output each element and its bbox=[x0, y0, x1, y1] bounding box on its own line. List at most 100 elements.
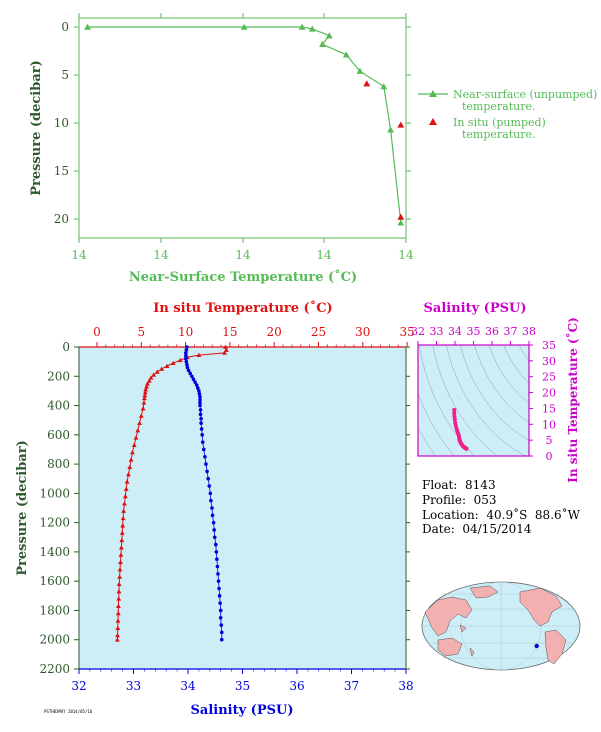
salinity-point bbox=[218, 601, 222, 605]
salinity-point bbox=[217, 594, 222, 598]
temperature-point bbox=[116, 581, 122, 587]
ts-temperature-tick-label: 15 bbox=[542, 402, 556, 415]
salinity-point bbox=[213, 542, 218, 547]
ts-point bbox=[464, 446, 469, 451]
temperature-point bbox=[115, 632, 120, 638]
profile-chart: 0 5 10 15 20 25 30 35 32 33 34 35 36 37 38 0 200 400 600 80… bbox=[15, 300, 415, 718]
temperature-point bbox=[196, 352, 202, 357]
map-land bbox=[424, 585, 567, 665]
main-axes: 0 5 10 15 20 25 30 35 32 33 34 35 36 37 38 0 200 400 600 80… bbox=[39, 325, 414, 693]
salinity-point bbox=[198, 394, 202, 399]
salinity-point bbox=[207, 484, 212, 488]
temperature-tick-label: 35 bbox=[399, 325, 414, 339]
ts-salinity-tick-label: 36 bbox=[485, 325, 499, 338]
salinity-point bbox=[186, 368, 191, 373]
top-x-tick-label: 14 bbox=[71, 248, 87, 262]
top-x-axis-label: Near-Surface Temperature (˚C) bbox=[129, 269, 357, 285]
salinity-point bbox=[216, 572, 220, 576]
pressure-tick-label: 800 bbox=[47, 457, 70, 471]
salinity-point bbox=[217, 586, 221, 591]
near-surface-temperature-point bbox=[84, 23, 91, 30]
temperature-point bbox=[140, 406, 146, 411]
top-axes: 14 14 14 14 14 0 5 10 15 20 bbox=[54, 13, 414, 262]
salinity-tick-label: 32 bbox=[71, 679, 86, 693]
ts-temperature-tick-label: 30 bbox=[542, 355, 556, 368]
salinity-point bbox=[214, 550, 219, 554]
top-y-tick-label: 5 bbox=[61, 68, 69, 82]
temperature-point bbox=[142, 392, 148, 398]
land-arctic bbox=[469, 585, 499, 599]
salinity-point bbox=[205, 469, 209, 474]
salinity-point bbox=[218, 608, 223, 613]
legend-marker-in-situ bbox=[429, 118, 437, 125]
bottom-salinity-axis-label: Salinity (PSU) bbox=[191, 703, 294, 718]
density-contour bbox=[488, 345, 529, 404]
top-x-tick-label: 14 bbox=[398, 248, 414, 262]
land-new-zealand bbox=[469, 647, 475, 657]
temperature-point bbox=[137, 420, 142, 426]
near-surface-temperature-point bbox=[387, 126, 394, 133]
salinity-point bbox=[184, 348, 189, 352]
salinity-tick-label: 38 bbox=[398, 679, 413, 693]
temperature-point bbox=[116, 596, 122, 601]
temperature-point bbox=[223, 347, 229, 352]
density-contour bbox=[418, 392, 455, 456]
temperature-point bbox=[177, 357, 183, 363]
density-contour bbox=[533, 289, 595, 363]
temperature-point bbox=[128, 457, 134, 462]
ts-axes: 32 33 34 35 36 37 38 0 5 10 15 20 25 30 35 bbox=[411, 325, 556, 463]
land-islands bbox=[459, 624, 467, 633]
temperature-tick-label: 15 bbox=[222, 325, 237, 339]
temperature-point bbox=[133, 435, 139, 440]
salinity-point bbox=[218, 615, 223, 620]
legend-marker-near-surface bbox=[429, 90, 437, 97]
ts-salinity-tick-label: 35 bbox=[467, 325, 481, 338]
pressure-tick-label: 1400 bbox=[39, 545, 70, 559]
salinity-point bbox=[219, 630, 224, 635]
temperature-point bbox=[126, 471, 131, 477]
top-x-tick-label: 14 bbox=[153, 248, 169, 262]
temperature-point bbox=[223, 344, 228, 349]
ts-temperature-tick-label: 20 bbox=[542, 387, 556, 400]
salinity-point bbox=[196, 386, 200, 390]
temperature-point bbox=[145, 381, 150, 386]
temperature-point bbox=[116, 603, 121, 608]
land-north-america bbox=[519, 587, 563, 627]
temperature-point bbox=[135, 428, 141, 433]
pressure-tick-label: 2200 bbox=[39, 662, 70, 676]
temperature-tick-label: 0 bbox=[93, 325, 101, 339]
near-surface-temperature-point bbox=[342, 51, 350, 58]
ts-salinity-tick-label: 34 bbox=[448, 325, 462, 338]
ts-temperature-tick-label: 25 bbox=[542, 371, 556, 384]
pressure-tick-label: 0 bbox=[62, 340, 70, 354]
ts-point bbox=[452, 411, 457, 416]
salinity-point bbox=[209, 498, 213, 503]
profile-number: Profile: 053 bbox=[422, 493, 497, 507]
temperature-point bbox=[115, 618, 121, 623]
pressure-tick-label: 400 bbox=[47, 399, 70, 413]
legend-label-near-surface-line2: temperature. bbox=[462, 100, 536, 113]
in-situ-temperature-point bbox=[363, 80, 371, 87]
temperature-point bbox=[151, 372, 157, 377]
top-legend: Near-surface (unpumped) temperature. In … bbox=[418, 88, 597, 141]
near-surface-temperature-point bbox=[308, 25, 316, 32]
ts-salinity-tick-label: 33 bbox=[430, 325, 444, 338]
near-surface-temperature-point bbox=[397, 219, 405, 226]
density-contour bbox=[474, 345, 529, 423]
top-temperature-axis-label: In situ Temperature (˚C) bbox=[153, 300, 332, 316]
ts-salinity-tick-label: 37 bbox=[504, 325, 518, 338]
temperature-point bbox=[120, 515, 126, 521]
temperature-point bbox=[118, 559, 123, 565]
ts-plot-background bbox=[418, 345, 529, 456]
salinity-point bbox=[199, 416, 203, 421]
salinity-point bbox=[212, 528, 216, 532]
legend-label-in-situ-line1: In situ (pumped) bbox=[453, 116, 546, 129]
salinity-tick-label: 34 bbox=[180, 679, 196, 693]
pressure-tick-label: 1200 bbox=[39, 516, 70, 530]
salinity-tick-label: 36 bbox=[289, 679, 304, 693]
world-map bbox=[421, 581, 581, 671]
salinity-point bbox=[184, 359, 189, 364]
near-surface-temperature-point bbox=[380, 83, 388, 90]
temperature-point bbox=[122, 493, 128, 499]
